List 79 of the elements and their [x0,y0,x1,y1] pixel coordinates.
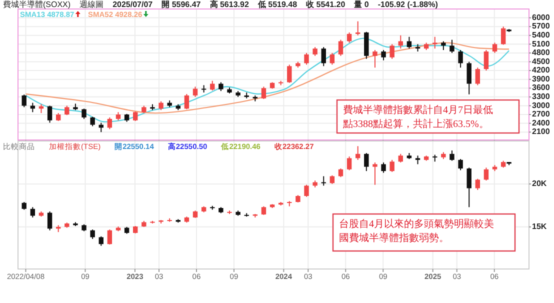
y-tick-label: 3300 [532,92,550,102]
candlestick [364,31,369,60]
candlestick [356,20,360,36]
candlestick [47,210,52,231]
candlestick [372,162,378,186]
y-tick-label: 3000 [532,100,550,110]
y-tick-label: 4500 [532,56,550,66]
candlestick [47,105,52,124]
candlestick [330,52,335,66]
annotation: 台股自4月以來的多頭氣勢明顯較美國費城半導體指數弱勢。 [339,218,494,244]
y-tick-label: 3900 [532,74,550,84]
candlestick [287,64,292,84]
text: 高 5613.92 [210,0,249,10]
chart-title: 費城半導體(SOXX) [3,0,71,10]
candlestick [364,152,369,172]
y-tick-label: 3600 [532,83,550,92]
candlestick [184,93,190,110]
candlestick [90,116,95,127]
candlestick [450,39,454,54]
text: 開 5596.47 [162,0,201,10]
candlestick [475,67,480,86]
candlestick [450,150,454,162]
y-tick-label: 15K [532,222,547,232]
candlestick [107,228,112,246]
candlestick [201,84,206,94]
candlestick [406,36,412,50]
candlestick [210,80,215,91]
candlestick [304,52,309,66]
y-tick-label: 2400 [532,118,550,128]
candlestick [22,94,26,108]
candlestick [381,162,386,174]
candlestick [338,39,344,56]
candlestick [466,167,472,208]
candlestick [90,228,95,240]
candlestick [466,61,472,95]
y-tick-label: 4800 [532,48,550,58]
y-tick-label: 5700 [532,22,550,31]
candlestick [390,44,394,60]
text: 量 0 [354,0,369,10]
candlestick [458,158,463,171]
text: 低 5519.48 [258,0,298,10]
candlestick [321,176,326,186]
candlestick [30,102,36,113]
text: -105.92 (-1.88%) [378,0,438,9]
candlestick [321,46,326,67]
candlestick [398,34,403,50]
candlestick [500,26,506,46]
chart-subtitle: 週線圖 [80,0,104,10]
annotation: 費城半導體指數累計自4月7日最低點3388點起算，共計上漲63.5%。 [342,104,493,130]
y-tick-label: 6000 [532,12,550,22]
y-tick-label: 20K [532,179,547,188]
text: 收 5541.20 [306,0,346,10]
candlestick [458,50,463,68]
y-tick-label: 5100 [532,39,550,48]
candlestick [346,156,352,171]
y-tick-label: 2100 [532,127,550,136]
candlestick [372,50,378,68]
y-tick-label: 2700 [532,110,550,119]
candlestick [304,184,309,198]
candlestick [98,236,104,246]
candlestick [82,108,86,120]
candlestick [64,105,70,116]
candlestick [346,32,352,44]
candlestick [381,50,386,61]
candlestick [484,167,489,182]
y-tick-label: 5400 [532,30,550,40]
candlestick [390,159,394,172]
line-series [25,42,510,114]
candlestick [484,50,489,72]
candlestick [261,86,266,100]
candlestick [133,111,138,122]
candlestick [432,36,438,50]
candlestick [192,86,198,98]
text: 2025/07/07 [112,0,153,9]
y-tick-label: 4200 [532,66,550,75]
candlestick [107,116,112,130]
candlestick [492,42,498,54]
candlestick [30,206,36,218]
candlestick [475,178,480,190]
